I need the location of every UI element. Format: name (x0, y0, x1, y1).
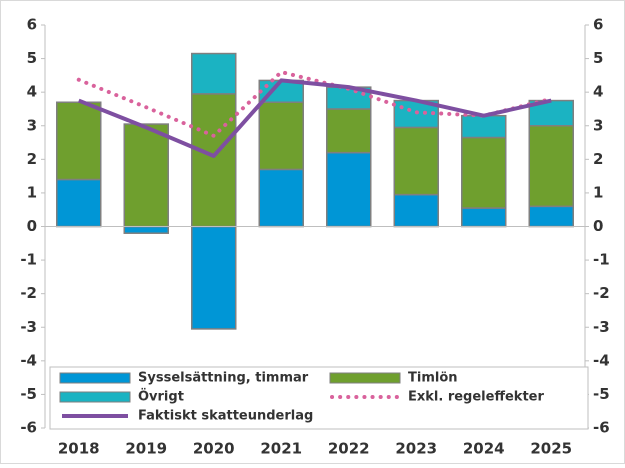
legend-label: Sysselsättning, timmar (138, 371, 309, 386)
x-tick-label: 2023 (395, 440, 437, 458)
y-tick-label: 2 (27, 150, 37, 168)
y2-tick-label: 4 (593, 83, 603, 101)
bar (258, 101, 304, 171)
y-tick-label: -3 (20, 318, 37, 336)
y2-tick-label: -2 (593, 284, 610, 302)
y-tick-label: -6 (20, 419, 37, 437)
y-tick-label: 1 (27, 183, 37, 201)
x-tick-label: 2025 (530, 440, 572, 458)
legend-swatch (59, 391, 131, 403)
legend-swatch (59, 372, 131, 384)
y2-tick-label: 1 (593, 183, 603, 201)
x-tick-label: 2018 (58, 440, 100, 458)
bar (393, 126, 439, 196)
legend-swatch (329, 372, 401, 384)
y2-tick-label: 2 (593, 150, 603, 168)
y2-tick-label: -3 (593, 318, 610, 336)
bar (528, 125, 574, 208)
legend-label: Exkl. regeleffekter (408, 390, 544, 405)
bar (56, 101, 102, 181)
bar (393, 193, 439, 228)
bar (191, 225, 237, 330)
y2-tick-label: -4 (593, 351, 610, 369)
bar (191, 93, 237, 228)
x-tick-label: 2021 (260, 440, 302, 458)
bar (461, 136, 507, 209)
x-tick-label: 2024 (463, 440, 505, 458)
legend-label: Övrigt (138, 389, 184, 405)
y-tick-label: 5 (27, 49, 37, 67)
x-tick-label: 2020 (193, 440, 235, 458)
bar (461, 207, 507, 228)
y-tick-label: -1 (20, 251, 37, 269)
y-tick-label: -5 (20, 385, 37, 403)
bar (528, 205, 574, 228)
y-tick-label: -4 (20, 351, 37, 369)
bar (191, 52, 237, 95)
legend-label: Timlön (408, 371, 458, 386)
y2-tick-label: 5 (593, 49, 603, 67)
y2-tick-label: 3 (593, 116, 603, 134)
y-tick-label: 6 (27, 16, 37, 34)
y-tick-label: 3 (27, 116, 37, 134)
y2-tick-label: -6 (593, 419, 610, 437)
y-tick-label: 0 (27, 217, 37, 235)
bar (461, 114, 507, 139)
x-tick-label: 2022 (328, 440, 370, 458)
y-tick-label: -2 (20, 284, 37, 302)
legend-label: Faktiskt skatteunderlag (138, 409, 313, 424)
line-series (78, 78, 552, 158)
y2-tick-label: 6 (593, 16, 603, 34)
x-tick-label: 2019 (125, 440, 167, 458)
y2-tick-label: -5 (593, 385, 610, 403)
y-tick-label: 4 (27, 83, 37, 101)
y2-tick-label: -1 (593, 251, 610, 269)
bar (258, 168, 304, 228)
bar (123, 123, 169, 228)
legend-box (49, 366, 589, 430)
y2-tick-label: 0 (593, 217, 603, 235)
bar (123, 225, 169, 234)
bar (326, 108, 372, 154)
bar (56, 178, 102, 228)
bar (326, 151, 372, 228)
